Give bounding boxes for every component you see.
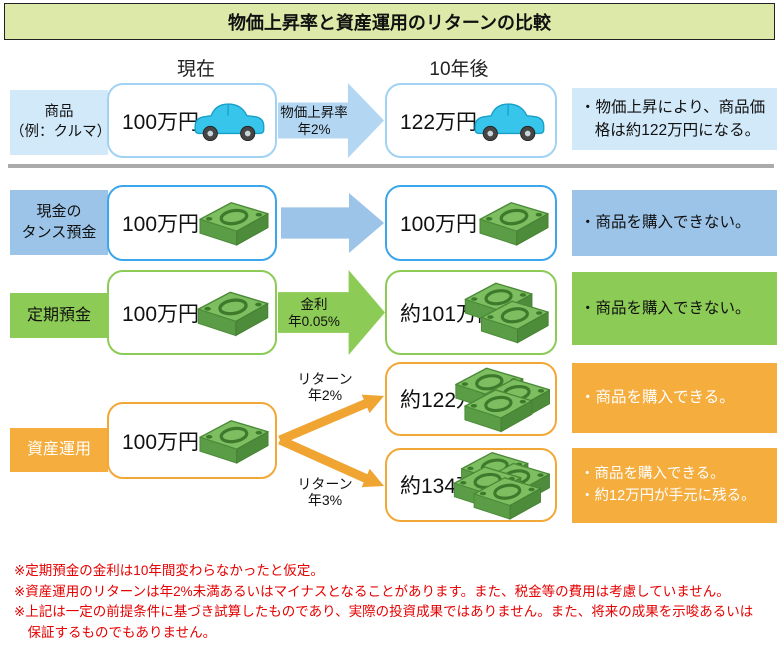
row-label-investment-text: 資産運用 (26, 441, 91, 459)
return-2pct-label: リターン 年2% (283, 369, 367, 405)
cash-future-amount: 100万円 (400, 213, 478, 236)
investment-future-box-2pct: 約122万円 (385, 362, 557, 436)
row-label-investment: 資産運用 (10, 428, 108, 472)
cash-arrow (281, 193, 384, 253)
return-2pct-arrow (278, 398, 369, 445)
money-stack-icon (198, 201, 270, 246)
deposit-now-box: 100万円 (107, 270, 277, 355)
row-label-product: 商品 （例：クルマ） (10, 90, 112, 155)
deposit-note-text: ・商品を購入できない。 (580, 299, 751, 317)
product-note: ・物価上昇により、商品価格は約122万円になる。 (572, 88, 777, 150)
investment-now-box: 100万円 (107, 402, 277, 479)
footnote-line: ※資産運用のリターンは年2%未満あるいはマイナスとなることがあります。また、税金… (14, 583, 730, 599)
return-2pct-label-line2: 年2% (307, 387, 343, 403)
return-3pct-label-line1: リターン (297, 475, 353, 492)
return-3pct-arrow (278, 435, 369, 484)
inflation-arrow-label: 物価上昇率 年2% (278, 83, 350, 158)
investment-note-3pct-line2: ・約12万円が手元に残る。 (580, 487, 756, 504)
return-3pct-label-line2: 年3% (307, 492, 343, 508)
cash-note: ・商品を購入できない。 (572, 190, 777, 256)
cash-now-box: 100万円 (107, 185, 277, 261)
deposit-note: ・商品を購入できない。 (572, 272, 777, 345)
investment-branch-arrows (278, 394, 384, 488)
investment-now-amount: 100万円 (122, 430, 200, 454)
cash-now-amount: 100万円 (122, 213, 200, 236)
row-label-product-line2: （例：クルマ） (10, 123, 112, 140)
column-header-now: 現在 (176, 59, 215, 80)
return-2pct-arrowhead-icon (361, 394, 384, 414)
money-stack-icon (452, 451, 550, 520)
return-3pct-label: リターン 年3% (283, 474, 367, 510)
investment-future-box-3pct: 約134万円 (385, 448, 557, 522)
column-header-future: 10年後 (429, 59, 489, 80)
product-future-amount: 122万円 (400, 110, 478, 134)
product-now-amount: 100万円 (122, 110, 200, 134)
investment-note-3pct: ・商品を購入できる。 ・約12万円が手元に残る。 (572, 448, 777, 523)
footnote-line: ※定期預金の金利は10年間変わらなかったと仮定。 (14, 563, 324, 578)
deposit-now-amount: 100万円 (122, 302, 200, 326)
cash-future-box: 100万円 (385, 185, 557, 261)
cash-note-text: ・商品を購入できない。 (580, 214, 751, 232)
money-stack-icon (454, 366, 550, 433)
investment-note-2pct: ・商品を購入できる。 (572, 363, 777, 433)
row-label-cash-line1: 現金の (36, 203, 82, 221)
interest-arrow-label: 金利 年0.05% (278, 270, 350, 355)
money-stack-icon (198, 418, 270, 464)
divider-line (8, 164, 774, 168)
footnotes: ※定期預金の金利は10年間変わらなかったと仮定。 ※資産運用のリターンは年2%未… (14, 561, 766, 643)
money-stack-icon (196, 290, 270, 336)
footnote-line: ※上記は一定の前提条件に基づき試算したものであり、実際の投資成果ではありません。… (14, 604, 754, 640)
product-note-text: ・物価上昇により、商品価格は約122万円になる。 (580, 98, 766, 139)
row-label-deposit-text: 定期預金 (26, 306, 91, 324)
money-stack-icon (463, 281, 550, 344)
money-stack-icon (478, 201, 550, 246)
inflation-rate-value: 年2% (297, 121, 331, 137)
row-label-cash: 現金の タンス預金 (10, 190, 108, 255)
return-3pct-arrowhead-icon (361, 468, 384, 488)
row-label-product-line1: 商品 (44, 103, 74, 120)
inflation-rate-label: 物価上昇率 (280, 104, 348, 120)
interest-rate-value: 年0.05% (288, 313, 340, 329)
row-label-deposit: 定期預金 (10, 293, 108, 338)
product-now-box: 100万円 (107, 83, 277, 158)
page-title: 物価上昇率と資産運用のリターンの比較 (4, 3, 775, 40)
deposit-future-box: 約101万円 (385, 270, 557, 355)
product-future-box: 122万円 (385, 83, 557, 158)
interest-rate-label: 金利 (300, 296, 328, 312)
investment-note-2pct-text: ・商品を購入できる。 (580, 389, 735, 407)
car-icon (194, 102, 265, 141)
car-icon (474, 102, 545, 141)
investment-note-3pct-line1: ・商品を購入できる。 (580, 465, 725, 482)
row-label-cash-line2: タンス預金 (21, 223, 97, 241)
return-2pct-label-line1: リターン (297, 370, 353, 387)
